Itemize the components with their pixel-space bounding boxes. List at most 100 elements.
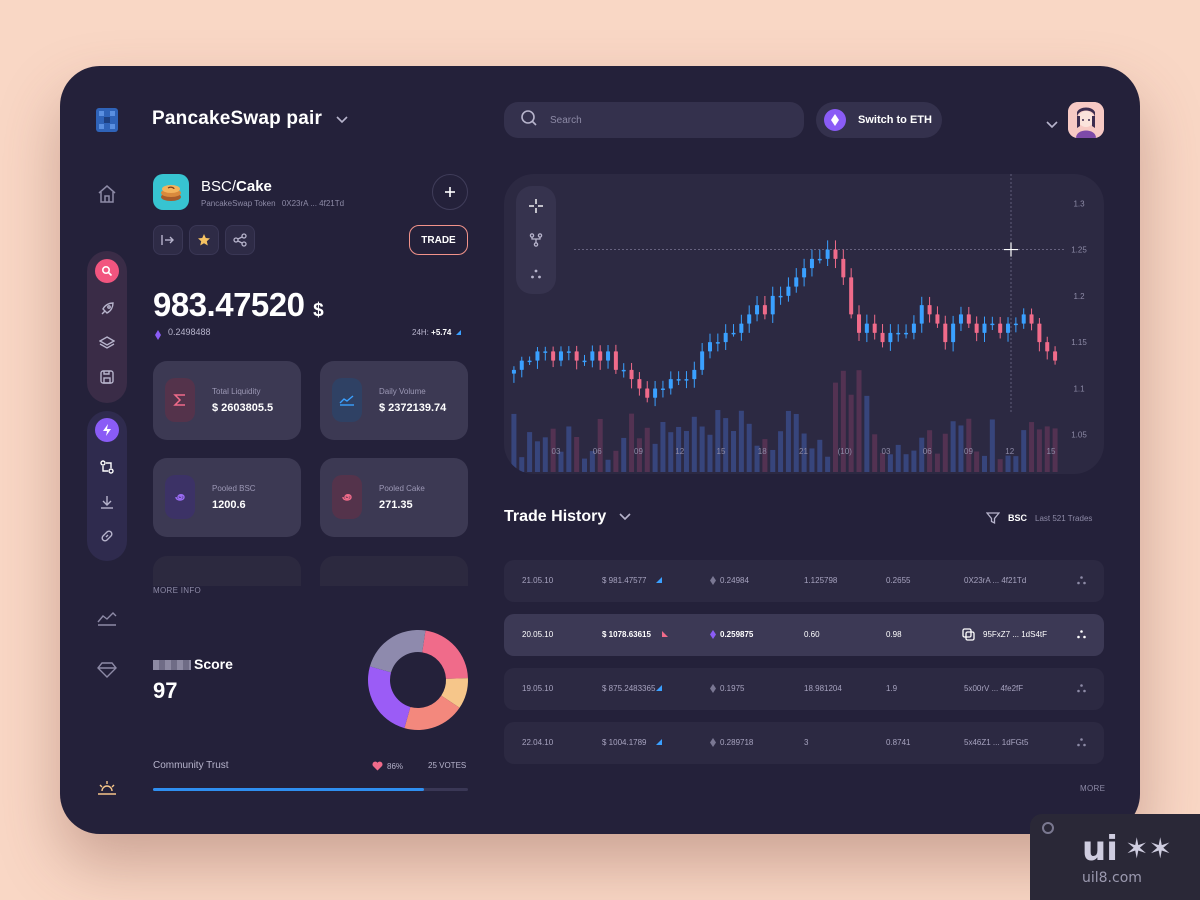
- spiral-icon: [332, 475, 362, 519]
- trade-eth: 0.1975: [720, 684, 745, 693]
- trade-button[interactable]: TRADE: [409, 225, 468, 255]
- x-tick-label: (10): [838, 447, 853, 456]
- chart-nav-icon[interactable]: [95, 606, 119, 630]
- download-icon[interactable]: [95, 490, 119, 514]
- more-info-link[interactable]: MORE INFO: [153, 586, 202, 595]
- more-options-icon[interactable]: [1076, 629, 1087, 640]
- pair-title[interactable]: PancakeSwap pair: [152, 108, 348, 130]
- search-bar[interactable]: [504, 102, 804, 138]
- copy-icon[interactable]: [962, 628, 975, 641]
- price-chart[interactable]: 1.3 1.25 1.2 1.15 1.1 1.05 03 06 09 12 15 18 21 (10) 0…: [504, 174, 1104, 474]
- user-avatar[interactable]: [1068, 102, 1104, 138]
- layers-icon[interactable]: [95, 331, 119, 355]
- candle: [629, 362, 634, 389]
- svg-text:✶✶: ✶✶: [1125, 832, 1172, 865]
- candle: [864, 314, 869, 343]
- donut-segment: [441, 678, 468, 708]
- diamond-icon[interactable]: [95, 658, 119, 682]
- volume-bar: [1036, 429, 1042, 472]
- trade-row[interactable]: 22.04.10 $ 1004.1789 0.289718 3 0.8741 5x46Z1…: [504, 722, 1104, 764]
- trade-amount: 3: [804, 738, 809, 747]
- stat-label: Pooled BSC: [212, 484, 256, 493]
- rocket-icon[interactable]: [95, 297, 119, 321]
- more-options-icon[interactable]: [1076, 737, 1087, 748]
- watermark-badge: ui ✶✶ uil8.com: [1030, 814, 1200, 900]
- link-icon[interactable]: [95, 524, 119, 548]
- sunset-icon[interactable]: [95, 776, 119, 800]
- stat-value: 1200.6: [212, 499, 246, 511]
- filter-icon[interactable]: [986, 511, 1000, 525]
- trade-row[interactable]: 19.05.10 $ 875.2483365 0.1975 18.981204 1.9 5…: [504, 668, 1104, 710]
- candle: [872, 314, 877, 340]
- candle: [943, 315, 948, 350]
- search-input[interactable]: [550, 114, 750, 126]
- x-tick-label: 09: [634, 447, 643, 456]
- y-tick-label: 1.15: [1071, 338, 1087, 347]
- plus-icon: [445, 187, 455, 197]
- more-trades-link[interactable]: MORE: [1080, 784, 1106, 793]
- chevron-down-icon[interactable]: [619, 508, 631, 526]
- trade-row[interactable]: 21.05.10 $ 981.47577 0.24984 1.125798 0.2655…: [504, 560, 1104, 602]
- search-nav-icon[interactable]: [95, 259, 119, 283]
- trade-amount: 0.60: [804, 630, 820, 639]
- candle: [849, 268, 854, 319]
- triangle-down-icon: [662, 631, 668, 637]
- share-icon: [233, 233, 247, 247]
- volume-bar: [934, 453, 940, 472]
- token-price: 983.47520 $: [153, 286, 324, 324]
- trade-row[interactable]: 20.05.10 $ 1078.63615 0.259875 0.60 0.98 95Fx…: [504, 614, 1104, 656]
- export-button[interactable]: [153, 225, 183, 255]
- home-icon[interactable]: [95, 182, 119, 206]
- add-token-button[interactable]: [432, 174, 468, 210]
- more-options-icon[interactable]: [1076, 683, 1087, 694]
- candle: [755, 296, 760, 322]
- volume-bar: [1021, 430, 1027, 472]
- change-label: 24H:: [412, 328, 429, 337]
- score-donut-chart: [368, 630, 468, 730]
- branch-tool-icon[interactable]: [528, 232, 544, 248]
- stat-card-total-liquidity[interactable]: Total Liquidity $ 2603805.5: [153, 361, 301, 440]
- candle: [880, 324, 885, 348]
- candle: [653, 380, 658, 407]
- stat-card-pooled-bsc[interactable]: Pooled BSC 1200.6: [153, 458, 301, 537]
- share-button[interactable]: [225, 225, 255, 255]
- volume-bar: [597, 418, 603, 472]
- volume-bar: [981, 455, 988, 472]
- volume-bar: [1029, 422, 1035, 472]
- crosshair-tool-icon[interactable]: [528, 198, 544, 214]
- trade-history-header[interactable]: Trade History: [504, 508, 631, 526]
- volume-bar: [644, 427, 650, 472]
- volume-bar: [1052, 428, 1058, 472]
- candle: [990, 316, 995, 330]
- trade-price: $ 1004.1789: [602, 738, 647, 747]
- trade-count: Last 521 Trades: [1035, 513, 1093, 523]
- volume-bar: [958, 425, 964, 472]
- volume-bar: [636, 438, 642, 472]
- account-chevron-down-icon[interactable]: [1046, 116, 1058, 134]
- triangle-up-icon: [656, 577, 662, 583]
- volume-bar: [1013, 456, 1019, 472]
- lightning-icon[interactable]: [95, 418, 119, 442]
- chevron-down-icon[interactable]: [335, 108, 348, 130]
- favorite-button[interactable]: [189, 225, 219, 255]
- trade-filter[interactable]: BSC Last 521 Trades: [986, 511, 1092, 525]
- candlestick-chart[interactable]: 1.3 1.25 1.2 1.15 1.1 1.05 03 06 09 12 15 18 21 (10) 0…: [504, 174, 1104, 474]
- stat-card-pooled-cake[interactable]: Pooled Cake 271.35: [320, 458, 468, 537]
- volume-bar: [809, 448, 815, 472]
- app-logo[interactable]: [96, 108, 118, 132]
- trade-price: $ 1078.63615: [602, 630, 651, 639]
- save-icon[interactable]: [95, 365, 119, 389]
- swap-icon[interactable]: [95, 455, 119, 479]
- more-options-icon[interactable]: [1076, 575, 1087, 586]
- volume-bar: [872, 434, 878, 472]
- switch-to-eth-button[interactable]: Switch to ETH: [816, 102, 942, 138]
- candle: [951, 315, 956, 352]
- candle: [911, 315, 916, 340]
- scatter-tool-icon[interactable]: [528, 266, 544, 282]
- eth-price: 0.2498488: [168, 327, 211, 337]
- stat-card-daily-volume[interactable]: Daily Volume $ 2372139.74: [320, 361, 468, 440]
- sigma-icon: [165, 378, 195, 422]
- candle: [598, 345, 603, 370]
- trend-icon: [332, 378, 362, 422]
- volume-bar: [793, 413, 799, 472]
